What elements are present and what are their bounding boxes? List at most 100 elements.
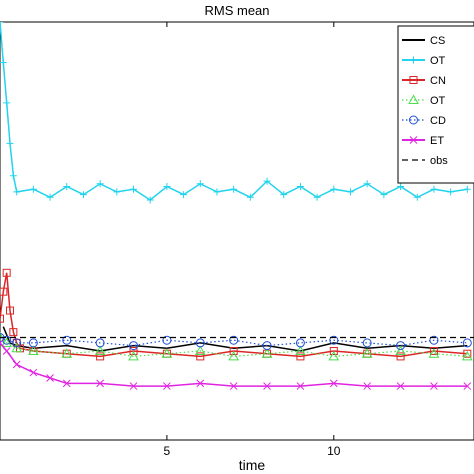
data-point (396, 382, 405, 390)
data-point (429, 335, 439, 345)
legend-label: CS (430, 35, 445, 47)
data-point (29, 368, 38, 377)
x-axis: 5 10 (164, 22, 341, 458)
data-point (62, 335, 72, 345)
data-point (0, 58, 7, 66)
data-point (163, 382, 171, 390)
data-point (430, 382, 438, 390)
data-point (46, 193, 54, 201)
data-point (95, 338, 105, 348)
data-point (0, 339, 4, 347)
legend-item: CN (402, 75, 446, 87)
data-point (196, 352, 205, 361)
data-point (29, 185, 37, 193)
series-line (0, 22, 468, 201)
data-point (0, 287, 8, 296)
legend-item: OT (402, 55, 446, 67)
data-point (129, 347, 138, 356)
legend-items: CS OT CN OT CD ET obs (402, 35, 448, 167)
data-point (3, 99, 11, 107)
data-point (96, 379, 104, 388)
series-5 (0, 339, 472, 390)
chart-title: RMS mean (204, 3, 269, 18)
legend-item: ET (402, 135, 444, 147)
data-point (194, 345, 206, 356)
data-point (363, 180, 371, 188)
data-point (430, 185, 438, 193)
legend-box (397, 25, 474, 184)
data-point (0, 314, 4, 323)
legend-marker (410, 56, 417, 64)
data-point (329, 347, 338, 356)
data-point (395, 345, 406, 356)
data-point (361, 348, 373, 358)
data-point (46, 374, 54, 382)
data-point (263, 177, 271, 185)
legend: CS OT CN OT CD ET obs (397, 25, 474, 184)
data-point (262, 341, 272, 351)
x-tick-label: 5 (164, 444, 171, 458)
legend-marker (409, 136, 418, 144)
data-point (295, 345, 306, 356)
data-point (296, 382, 305, 390)
data-point (363, 382, 372, 390)
data-point (346, 188, 354, 196)
data-point (228, 350, 240, 361)
data-point (463, 349, 472, 358)
data-point (146, 196, 154, 204)
data-point (261, 348, 273, 358)
data-point (163, 183, 171, 191)
data-point (428, 348, 440, 358)
legend-item: obs (402, 155, 448, 167)
series-1 (0, 22, 471, 204)
data-point (380, 191, 388, 199)
data-point (1, 337, 13, 347)
data-point (280, 191, 288, 199)
data-point (130, 185, 138, 193)
data-point (296, 352, 305, 361)
data-point (429, 347, 438, 356)
x-tick-label: 10 (327, 444, 341, 458)
legend-item: OT (402, 94, 446, 107)
series-line (0, 342, 468, 387)
data-point (9, 328, 18, 337)
data-point (94, 345, 106, 356)
data-point (196, 180, 204, 188)
legend-label: CD (430, 115, 446, 127)
data-point (463, 185, 471, 193)
data-point (62, 379, 71, 388)
plot-area (0, 21, 474, 441)
legend-label: ET (430, 135, 444, 147)
legend-marker (408, 94, 419, 104)
data-point (2, 347, 11, 355)
data-point (263, 382, 271, 390)
data-point (328, 350, 340, 361)
legend-label: CN (430, 75, 446, 87)
data-point (2, 268, 11, 277)
data-point (180, 191, 188, 199)
data-point (461, 350, 473, 361)
data-point (79, 191, 87, 199)
data-point (28, 345, 39, 356)
data-point (329, 379, 338, 388)
legend-item: CD (402, 115, 446, 127)
data-point (12, 338, 22, 348)
data-point (329, 335, 339, 345)
data-point (11, 342, 23, 353)
data-point (96, 352, 105, 361)
data-point (113, 188, 121, 196)
legend-label: obs (430, 155, 448, 167)
data-point (96, 180, 104, 188)
series-0 (2, 326, 468, 352)
data-point (129, 341, 139, 351)
data-point (13, 188, 21, 196)
data-point (447, 188, 455, 196)
series-line (2, 326, 468, 352)
data-point (9, 172, 17, 180)
data-point (12, 360, 21, 369)
data-point (413, 193, 421, 201)
data-point (230, 185, 238, 193)
series-layer (0, 22, 474, 390)
data-point (6, 306, 15, 315)
